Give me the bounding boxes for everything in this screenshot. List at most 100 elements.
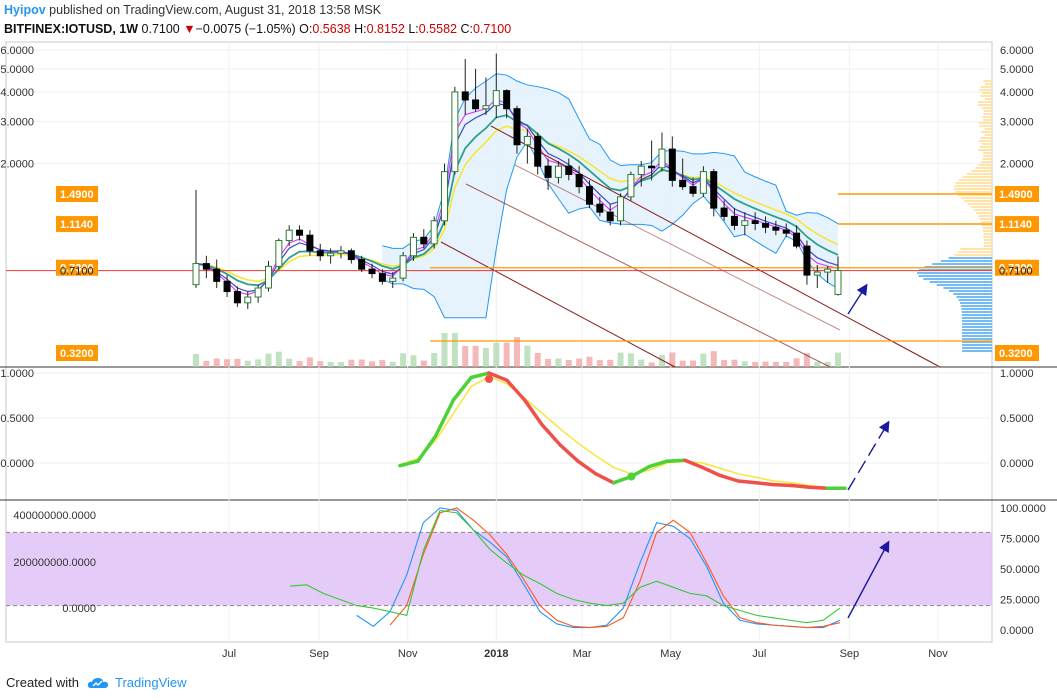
volume-profile-bar (937, 284, 992, 286)
candle-up (328, 253, 334, 255)
volume-profile-bar (984, 236, 992, 238)
candle-down (214, 269, 220, 281)
candle-up (452, 92, 458, 172)
tradingview-logo-icon (87, 677, 109, 689)
volume-profile-bar (949, 290, 992, 292)
volume-profile-bar (983, 119, 992, 121)
candle-up (618, 197, 624, 221)
volume-profile-bar (979, 89, 992, 91)
volume-profile-bar (961, 308, 992, 310)
volume-profile-bar (962, 344, 992, 346)
volume-bar (835, 353, 841, 367)
volume-profile-bar (981, 131, 992, 133)
right-price-label: 0.3200 (999, 348, 1033, 360)
volume-profile-bar (959, 179, 992, 181)
volume-bar (586, 357, 592, 367)
footer: Created with TradingView (6, 675, 187, 690)
candle-up (524, 136, 530, 144)
candle-down (690, 187, 696, 194)
volume-profile-bar (974, 209, 992, 211)
volume-profile-bar (984, 110, 992, 112)
volume-profile-bar (923, 278, 992, 280)
volume-bar (328, 362, 334, 367)
volume-profile-bar (956, 296, 992, 298)
candle-down (607, 212, 613, 221)
oscillator-main-segment (792, 486, 810, 488)
volume-bar (193, 354, 199, 367)
volume-profile-bar (982, 143, 992, 145)
stochastic-band (6, 532, 992, 605)
volume-profile-bar (967, 173, 992, 175)
volume-bar (452, 333, 458, 367)
oscillator-main-segment (667, 460, 685, 461)
left-price-label: 1.1140 (60, 219, 93, 231)
volume-bar (649, 362, 655, 367)
volume-bar (555, 358, 561, 367)
volume-bar (576, 359, 582, 367)
y-tick-label: 2.0000 (0, 159, 34, 171)
volume-bar (214, 359, 220, 367)
y-tick-label: 6.0000 (0, 45, 34, 57)
volume-bar (535, 353, 541, 367)
oscillator-main-segment (418, 436, 436, 461)
volume-profile-bar (962, 332, 992, 334)
volume-bar (504, 343, 510, 367)
y-tick-label: 400000000.0000 (13, 510, 96, 522)
candle-up (390, 278, 396, 281)
y-tick-label: 0.5000 (0, 413, 34, 425)
right-price-label: 0.7100 (999, 266, 1033, 278)
volume-bar (700, 354, 706, 367)
volume-profile-bar (978, 104, 992, 106)
y-tick-label: 4.0000 (1000, 87, 1034, 99)
oscillator-main-segment (756, 483, 774, 485)
volume-profile-bar (960, 302, 992, 304)
candle-down (711, 172, 717, 208)
candle-down (773, 227, 779, 230)
candle-down (421, 237, 427, 244)
volume-bar (255, 359, 261, 367)
candle-up (493, 91, 499, 106)
y-tick-label: 1.0000 (0, 368, 34, 380)
volume-profile-bar (962, 335, 992, 337)
volume-profile-bar (949, 257, 992, 259)
volume-bar (276, 352, 282, 367)
x-tick-label: Jul (222, 648, 236, 660)
volume-profile-bar (943, 287, 992, 289)
volume-bar (265, 354, 271, 367)
volume-bar (400, 353, 406, 367)
candle-down (731, 216, 737, 225)
volume-profile-bar (930, 281, 992, 283)
candle-down (576, 174, 582, 186)
volume-profile-bar (953, 293, 992, 295)
volume-profile-bar (983, 230, 992, 232)
volume-bar (359, 359, 365, 367)
brand-label: TradingView (115, 675, 187, 690)
candle-down (369, 269, 375, 273)
volume-profile-bar (979, 125, 992, 127)
tradingview-link[interactable]: TradingView (87, 675, 187, 690)
volume-profile-bar (983, 152, 992, 154)
x-tick-label: Mar (573, 648, 592, 660)
candle-down (763, 224, 769, 228)
volume-bar (307, 357, 313, 367)
oscillator-main-segment (542, 425, 560, 445)
volume-bar (814, 362, 820, 367)
volume-profile-bar (981, 221, 992, 223)
volume-profile-bar (964, 200, 992, 202)
forecast-arrow (848, 423, 888, 490)
x-tick-label: Nov (398, 648, 418, 660)
y-tick-label: 25.0000 (1000, 595, 1040, 607)
volume-profile-bar (932, 263, 992, 265)
volume-profile-bar (960, 248, 992, 250)
y-tick-label: 3.0000 (0, 117, 34, 129)
candle-up (700, 172, 706, 194)
x-tick-label: Jul (752, 648, 766, 660)
candle-down (597, 204, 603, 212)
volume-bar (690, 361, 696, 368)
oscillator-cross-dot (627, 473, 635, 481)
volume-bar (245, 361, 251, 367)
candle-up (431, 221, 437, 244)
volume-bar (794, 358, 800, 367)
volume-profile-bar (985, 134, 992, 136)
